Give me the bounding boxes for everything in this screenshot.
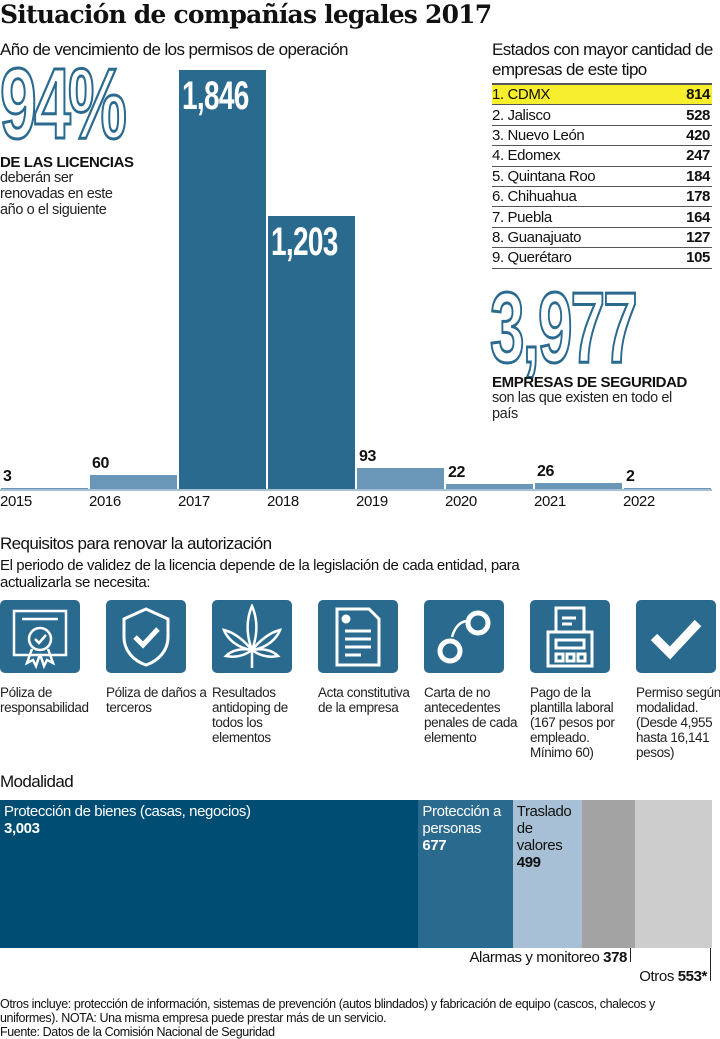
segment-label: Protección de bienes (casas, negocios) [4,803,251,820]
bar-label: 1,203 [271,219,338,264]
state-name: 6. Chihuahua [492,188,577,206]
modalidad-heading: Modalidad [0,772,74,791]
year-label: 2022 [623,493,655,510]
state-row: 9. Querétaro 105 [492,248,712,269]
state-value: 814 [686,86,710,104]
state-row: 4. Edomex 247 [492,146,712,167]
segment-value: 677 [422,837,447,854]
state-row: 8. Guanajuato 127 [492,228,712,249]
handcuffs-icon [424,600,504,673]
requirement-label: Resultados antidoping de todos los eleme… [212,685,288,745]
segment-label: Protección a personas [422,803,502,837]
bar-label: 22 [448,464,465,481]
certificate-icon [0,600,80,673]
bar-label: 3 [3,468,12,485]
modalidad-segment [582,800,635,948]
bar-label: 60 [92,455,109,473]
bar-label: 1,846 [182,74,249,118]
bar-2017 [179,70,266,489]
total-companies: 3,977 [489,272,639,384]
year-label: 2015 [0,493,32,510]
bar-2020 [446,484,533,489]
alarmas-leader [630,948,631,962]
requirement-label: Póliza de daños a terceros [106,685,207,715]
year-label: 2016 [89,493,121,510]
states-table: 1. CDMX 814 2. Jalisco 528 3. Nuevo León 420 4… [492,83,712,269]
alarmas-label: Alarmas y monitoreo 378 [469,949,627,966]
cannabis-leaf-icon [212,600,292,673]
total-text: son las que existen en todo el país [492,390,672,422]
requirement-label: Póliza de responsabilidad [0,685,89,715]
big-percentage: 94% [0,48,128,160]
bar-2015 [1,488,88,489]
state-name: 9. Querétaro [492,249,572,267]
state-name: 2. Jalisco [492,106,551,124]
state-value: 247 [686,147,710,165]
document-icon [318,600,398,673]
state-value: 164 [686,208,710,226]
state-name: 5. Quintana Roo [492,167,596,185]
bar-label: 26 [537,463,554,481]
requirement-label: Acta constitutiva de la empresa [318,685,410,715]
state-name: 3. Nuevo León [492,126,585,144]
checkmark-icon [636,600,716,673]
state-value: 528 [686,106,710,124]
state-value: 178 [686,188,710,206]
year-label: 2018 [267,493,299,510]
state-name: 4. Edomex [492,147,561,165]
bar-2021 [535,483,622,489]
source: Fuente: Datos de la Comisión Nacional de… [0,1025,275,1039]
requirements-intro: El periodo de validez de la licencia dep… [0,557,520,591]
state-row: 2. Jalisco 528 [492,105,712,126]
bar-label: 2 [626,468,635,485]
bar-label: 93 [359,447,376,465]
requirement-label: Permiso según la modalidad. (Desde 4,955… [636,685,720,760]
state-row: 5. Quintana Roo 184 [492,167,712,187]
year-label: 2020 [445,493,477,510]
year-label: 2017 [178,493,210,510]
year-label: 2019 [356,493,388,510]
bar-2019 [357,467,444,489]
segment-value: 499 [516,854,541,871]
licences-text: deberán ser renovadas en este año o el s… [0,170,113,218]
bar-2022 [624,488,711,489]
state-value: 184 [686,167,710,185]
state-value: 127 [686,228,710,246]
requirements-heading: Requisitos para renovar la autorización [0,534,272,553]
year-label: 2021 [534,493,566,510]
requirement-label: Carta de no antecedentes penales de cada… [424,685,518,745]
expiry-heading: Año de vencimiento de los permisos de op… [0,40,349,59]
state-name: 8. Guanajuato [492,228,582,246]
modalidad-segment: Protección a personas 677 [418,800,513,948]
state-row: 6. Chihuahua 178 [492,187,712,208]
state-value: 105 [686,249,710,267]
footnote-text: Otros incluye: protección de información… [0,997,655,1025]
state-row: 3. Nuevo León 420 [492,126,712,147]
requirement-label: Pago de la plantilla laboral (167 pesos … [530,685,615,760]
modalidad-segment [634,800,712,948]
footnote: Otros incluye: protección de información… [0,997,715,1039]
bar-2018 [268,215,355,489]
otros-leader [710,948,711,981]
segment-value: 3,003 [4,820,40,837]
state-row: 1. CDMX 814 [492,85,712,106]
cash-register-icon [530,600,610,673]
state-row: 7. Puebla 164 [492,207,712,228]
licences-caption: DE LAS LICENCIAS [0,154,134,171]
states-heading: Estados con mayor cantidad de empresas d… [492,40,713,79]
bar-2016 [90,475,177,489]
total-caption: EMPRESAS DE SEGURIDAD [492,374,687,391]
state-name: 1. CDMX [492,86,551,104]
state-name: 7. Puebla [492,208,552,226]
otros-label: Otros 553* [639,968,707,985]
page-title: Situación de compañías legales 2017 [0,0,492,29]
modalidad-segment: Protección de bienes (casas, negocios) 3,… [0,800,419,948]
modalidad-segment: Traslado de valores 499 [512,800,583,948]
state-value: 420 [686,126,710,144]
segment-label: Traslado de valores [516,803,572,854]
shield-check-icon [106,600,186,673]
baseline [0,489,712,491]
